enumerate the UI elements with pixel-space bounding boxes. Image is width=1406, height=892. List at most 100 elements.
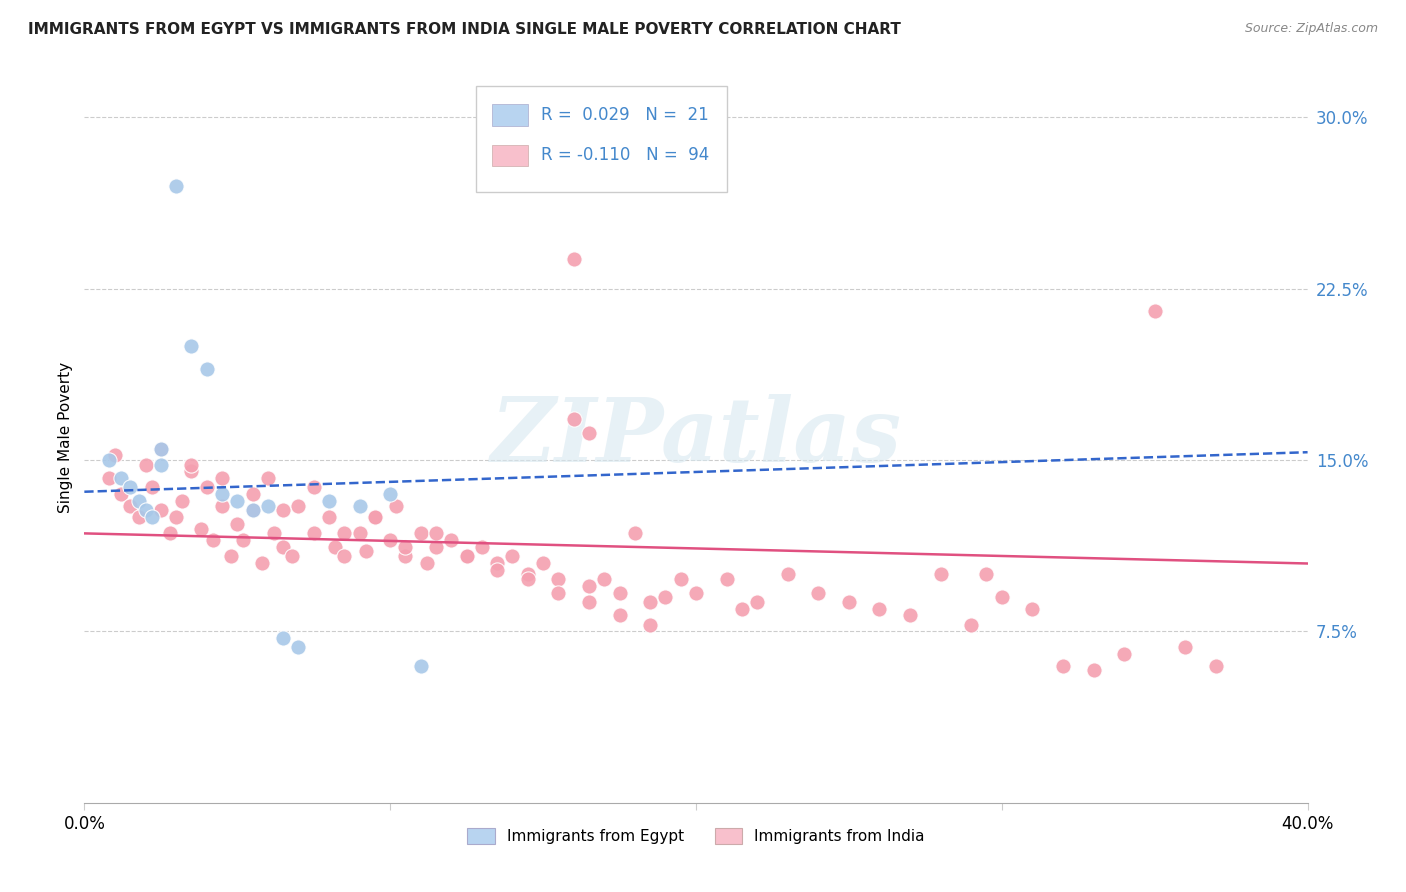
Point xyxy=(135,503,157,517)
Point xyxy=(211,471,233,485)
Point xyxy=(562,412,585,426)
Point xyxy=(929,567,952,582)
Point xyxy=(128,510,150,524)
Point xyxy=(747,595,769,609)
Point xyxy=(394,549,416,563)
Point xyxy=(141,510,163,524)
Point xyxy=(1083,663,1105,677)
Point xyxy=(242,503,264,517)
Point xyxy=(250,556,273,570)
Point xyxy=(578,579,600,593)
Point xyxy=(318,510,340,524)
Point xyxy=(471,540,494,554)
Point xyxy=(869,601,891,615)
Point xyxy=(364,510,387,524)
Point xyxy=(165,510,187,524)
Point xyxy=(1143,304,1166,318)
Point xyxy=(486,563,509,577)
Point xyxy=(486,556,509,570)
Point xyxy=(323,540,346,554)
FancyBboxPatch shape xyxy=(492,145,529,167)
Point xyxy=(991,590,1014,604)
Point xyxy=(271,540,294,554)
Point xyxy=(149,442,172,456)
Point xyxy=(257,471,280,485)
Point xyxy=(1021,601,1043,615)
Text: Source: ZipAtlas.com: Source: ZipAtlas.com xyxy=(1244,22,1378,36)
Point xyxy=(838,595,860,609)
Point xyxy=(201,533,224,547)
Point xyxy=(502,549,524,563)
Point xyxy=(578,425,600,440)
Point xyxy=(271,503,294,517)
Point xyxy=(333,549,356,563)
Point xyxy=(242,503,264,517)
Point xyxy=(380,533,402,547)
Point xyxy=(149,503,172,517)
Point xyxy=(516,567,538,582)
Point xyxy=(349,526,371,541)
Point xyxy=(456,549,478,563)
Point xyxy=(195,480,218,494)
Point xyxy=(242,487,264,501)
Text: IMMIGRANTS FROM EGYPT VS IMMIGRANTS FROM INDIA SINGLE MALE POVERTY CORRELATION C: IMMIGRANTS FROM EGYPT VS IMMIGRANTS FROM… xyxy=(28,22,901,37)
Point xyxy=(159,526,181,541)
Point xyxy=(211,499,233,513)
Point xyxy=(135,458,157,472)
Point xyxy=(609,585,631,599)
Point xyxy=(149,458,172,472)
Point xyxy=(409,526,432,541)
Point xyxy=(110,471,132,485)
Legend: Immigrants from Egypt, Immigrants from India: Immigrants from Egypt, Immigrants from I… xyxy=(461,822,931,850)
Point xyxy=(190,521,212,535)
Point xyxy=(562,252,585,266)
Point xyxy=(180,458,202,472)
Point xyxy=(141,480,163,494)
Point xyxy=(232,533,254,547)
Point xyxy=(960,617,983,632)
Text: R =  0.029   N =  21: R = 0.029 N = 21 xyxy=(541,105,709,123)
Text: ZIPatlas: ZIPatlas xyxy=(491,394,901,480)
Point xyxy=(425,526,447,541)
Point xyxy=(281,549,304,563)
Point xyxy=(516,572,538,586)
Point xyxy=(807,585,830,599)
FancyBboxPatch shape xyxy=(475,86,727,192)
Point xyxy=(226,494,249,508)
Point xyxy=(1114,647,1136,661)
Point xyxy=(685,585,707,599)
Point xyxy=(416,556,439,570)
Point xyxy=(120,499,142,513)
Point xyxy=(180,464,202,478)
Point xyxy=(318,494,340,508)
Point xyxy=(226,516,249,531)
Point xyxy=(180,338,202,352)
Point xyxy=(547,585,569,599)
Point xyxy=(271,632,294,646)
Point xyxy=(172,494,194,508)
Point xyxy=(149,442,172,456)
Point xyxy=(593,572,616,586)
Point xyxy=(898,608,921,623)
Point xyxy=(716,572,738,586)
Point xyxy=(1174,640,1197,655)
Point xyxy=(104,449,127,463)
Point xyxy=(349,499,371,513)
Point xyxy=(440,533,463,547)
Point xyxy=(409,658,432,673)
Point xyxy=(394,540,416,554)
Point xyxy=(128,494,150,508)
Point xyxy=(531,556,554,570)
Point xyxy=(195,361,218,376)
Point xyxy=(263,526,285,541)
Point xyxy=(287,499,309,513)
Point xyxy=(219,549,242,563)
Point xyxy=(165,178,187,193)
Point xyxy=(638,617,661,632)
Point xyxy=(110,487,132,501)
FancyBboxPatch shape xyxy=(492,104,529,127)
Point xyxy=(578,595,600,609)
Point xyxy=(976,567,998,582)
Point xyxy=(120,480,142,494)
Point xyxy=(364,510,387,524)
